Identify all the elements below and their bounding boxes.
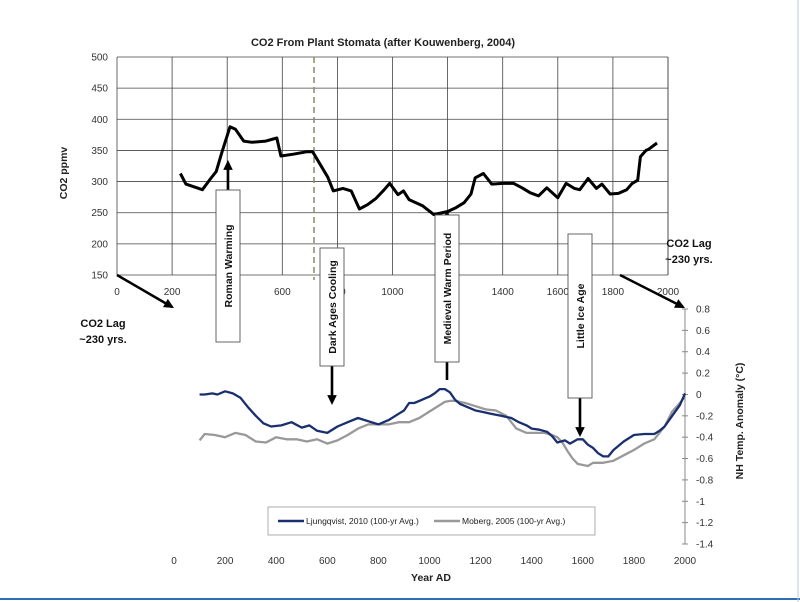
top-chart-y-axis-label: CO2 ppmv	[58, 147, 70, 200]
top-x-tick-label: 0	[114, 287, 120, 298]
event-label: Dark Ages Cooling	[327, 260, 339, 354]
bottom-x-tick-label: 1200	[469, 556, 492, 567]
bottom-y-tick-label: -0.6	[696, 454, 714, 465]
bottom-y-tick-label: 0.8	[696, 305, 710, 316]
lag-callout-left-line2: ~230 yrs.	[79, 334, 126, 346]
bottom-x-tick-label: 1400	[521, 556, 544, 567]
top-chart-y-ticks: 150 200 250 300 350 400 450 500	[91, 53, 108, 282]
bottom-x-tick-label: 2000	[674, 556, 697, 567]
bottom-x-tick-label: 800	[370, 556, 387, 567]
legend-label-ljungqvist: Ljungqvist, 2010 (100-yr Avg.)	[306, 516, 419, 526]
lag-callout-right-line2: ~230 yrs.	[665, 254, 712, 266]
event-label-box	[434, 214, 460, 363]
event-label: Medieval Warm Period	[442, 233, 454, 345]
bottom-chart-legend	[267, 506, 596, 536]
bottom-y-tick-label: 0	[696, 390, 702, 401]
lag-arrows	[116, 273, 685, 309]
bottom-x-tick-label: 1800	[623, 556, 646, 567]
bottom-x-tick-label: 1000	[418, 556, 441, 567]
event-label: Little Ice Age	[575, 283, 587, 348]
bottom-y-tick-label: 0.2	[696, 369, 710, 380]
event-label: Roman Warming	[223, 224, 235, 307]
lag-callout-left-line1: CO2 Lag	[80, 318, 125, 330]
top-y-tick-label: 150	[91, 271, 108, 282]
moberg-series-line	[198, 395, 686, 468]
bottom-x-tick-label: 0	[171, 556, 177, 567]
bottom-y-tick-label: -0.8	[696, 475, 714, 486]
top-y-tick-label: 500	[91, 53, 108, 64]
bottom-x-tick-label: 200	[217, 556, 234, 567]
lag-arrow-left-head	[163, 298, 174, 308]
top-chart-title: CO2 From Plant Stomata (after Kouwenberg…	[251, 37, 515, 49]
bottom-y-tick-label: 0.4	[696, 347, 710, 358]
lag-arrow-left	[116, 273, 173, 309]
top-x-tick-label: 2000	[657, 287, 680, 298]
event-arrow-head	[327, 395, 337, 405]
bottom-y-tick-label: -1	[696, 497, 705, 508]
lag-callout-right-line1: CO2 Lag	[666, 238, 711, 250]
top-y-tick-label: 200	[91, 239, 108, 250]
event-arrow-head	[575, 427, 585, 437]
lag-arrow-right-head	[674, 299, 685, 308]
top-y-tick-label: 250	[91, 208, 108, 219]
bottom-y-tick-label: -0.2	[696, 411, 714, 422]
event-label-box	[319, 247, 345, 367]
co2-series-line	[179, 125, 658, 217]
event-label-box	[215, 189, 241, 343]
bottom-chart-axes	[682, 308, 688, 545]
top-x-tick-label: 200	[164, 287, 181, 298]
top-chart-grid	[116, 56, 669, 276]
top-x-tick-label: 1000	[381, 287, 404, 298]
lag-arrow-right	[619, 273, 684, 309]
ljungqvist-series-line	[199, 387, 687, 458]
event-label-box	[567, 233, 593, 399]
bottom-chart-y-axis-label: NH Temp. Anomaly (°C)	[734, 363, 746, 480]
top-x-tick-label: 1600	[547, 287, 570, 298]
event-annotations: Roman Warming Dark Ages Cooling Medieval W…	[215, 160, 593, 437]
event-arrow-head	[223, 160, 233, 170]
bottom-chart-y-ticks: 0.8 0.6 0.4 0.2 0 -0.2 -0.4 -0.6 -0.8 -1 -1.2 -1.4	[696, 305, 714, 551]
top-y-tick-label: 300	[91, 177, 108, 188]
top-x-tick-label: 1400	[492, 287, 515, 298]
bottom-x-tick-label: 400	[268, 556, 285, 567]
top-y-tick-label: 400	[91, 115, 108, 126]
legend-label-moberg: Moberg, 2005 (100-yr Avg.)	[462, 516, 565, 526]
top-x-tick-label: 600	[274, 287, 291, 298]
top-y-tick-label: 450	[91, 84, 108, 95]
bottom-chart-x-axis-label: Year AD	[411, 572, 451, 584]
top-y-tick-label: 350	[91, 146, 108, 157]
bottom-y-tick-label: 0.6	[696, 326, 710, 337]
top-chart-series	[179, 125, 658, 217]
bottom-y-tick-label: -1.4	[696, 540, 714, 551]
bottom-chart-x-ticks: 0 200 400 600 800 1000 1200 1400 1600 1800 2000	[171, 556, 696, 567]
bottom-y-tick-label: -0.4	[696, 433, 714, 444]
top-x-tick-label: 1800	[602, 287, 625, 298]
bottom-x-tick-label: 1600	[572, 556, 595, 567]
bottom-x-tick-label: 600	[319, 556, 336, 567]
bottom-y-tick-label: -1.2	[696, 518, 714, 529]
bottom-chart-series	[198, 387, 687, 468]
